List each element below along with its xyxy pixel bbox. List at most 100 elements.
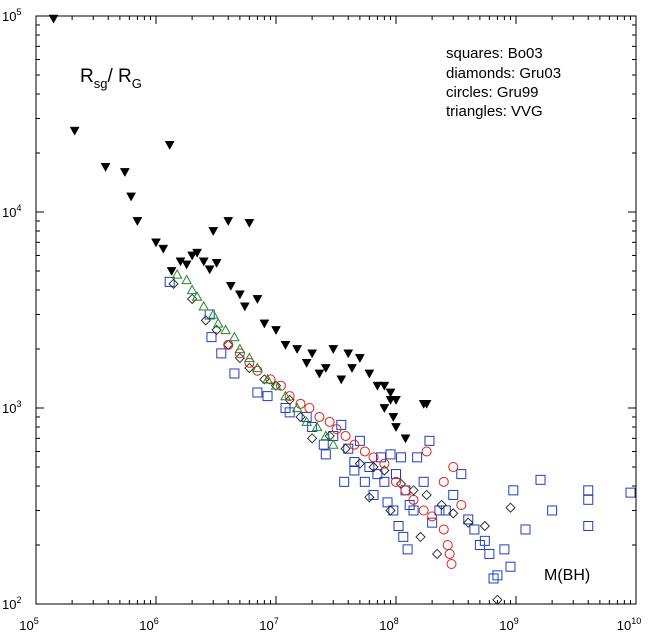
data-point-triangle-down	[48, 14, 59, 24]
data-point-triangle-down	[239, 302, 250, 312]
y-tick-label: 103	[2, 399, 21, 416]
data-point-circle	[456, 499, 467, 510]
data-point-triangle-down	[385, 388, 396, 398]
data-point-triangle-down	[187, 251, 198, 261]
data-point-triangle-down	[391, 423, 401, 433]
data-point-triangle-up	[171, 268, 183, 279]
y-axis-label-r2: R	[118, 66, 132, 87]
data-point-circle	[314, 411, 325, 422]
data-point-diamond	[284, 394, 295, 406]
data-point-diamond	[448, 508, 459, 519]
data-point-circle	[448, 462, 459, 473]
data-point-circle	[252, 365, 263, 376]
data-point-triangle-down	[320, 364, 331, 374]
data-point-triangle-down	[198, 257, 209, 267]
data-point-triangle-down	[223, 217, 234, 226]
data-point-square	[479, 535, 490, 546]
x-tick-label: 108	[379, 616, 398, 633]
data-point-triangle-down	[347, 364, 357, 374]
data-point-triangle-down	[336, 375, 347, 385]
data-point-circle	[304, 403, 315, 413]
data-point-circle	[418, 505, 429, 516]
data-point-square	[385, 449, 396, 460]
legend-line-diamonds: diamonds: Gru03	[446, 65, 561, 82]
data-point-circle	[421, 446, 432, 457]
data-point-square	[372, 469, 383, 480]
data-point-triangle-down	[328, 345, 339, 355]
data-point-circle	[427, 511, 438, 522]
data-point-triangle-up	[198, 300, 210, 311]
data-point-triangle-up	[291, 402, 303, 413]
data-point-triangle-up	[301, 416, 312, 426]
data-point-square	[388, 505, 399, 516]
legend: squares: Bo03 diamonds: Gru03 circles: G…	[446, 45, 561, 120]
data-point-triangle-down	[385, 396, 396, 405]
data-point-triangle-down	[280, 340, 291, 350]
data-point-triangle-down	[354, 354, 365, 363]
data-point-square	[424, 435, 435, 446]
y-axis-label-g: G	[132, 76, 142, 91]
data-point-square	[354, 435, 365, 446]
data-point-triangle-up	[234, 343, 246, 354]
data-point-square	[307, 421, 318, 432]
y-tick-label: 102	[2, 595, 21, 612]
data-point-square	[391, 469, 401, 480]
data-point-triangle-down	[234, 290, 245, 300]
data-point-triangle-down	[181, 260, 192, 270]
data-point-circle	[368, 452, 379, 463]
data-point-square	[402, 544, 413, 555]
data-point-diamond	[421, 489, 432, 501]
data-point-square	[492, 570, 503, 581]
data-point-square	[318, 439, 329, 450]
data-point-square	[448, 489, 459, 500]
data-point-diamond	[306, 433, 318, 444]
data-point-triangle-down	[244, 219, 255, 228]
data-point-square	[583, 521, 594, 532]
data-point-square	[343, 443, 354, 454]
data-point-square	[547, 505, 558, 516]
data-point-triangle-down	[372, 381, 383, 391]
data-point-square	[583, 494, 594, 505]
data-point-diamond	[385, 505, 396, 516]
data-point-square	[499, 544, 510, 555]
data-point-circle	[446, 558, 457, 569]
x-tick-label: 1010	[617, 616, 641, 633]
data-point-square	[488, 573, 499, 584]
data-point-square	[262, 391, 273, 402]
data-point-square	[339, 476, 350, 487]
y-axis-label-sg: sg	[94, 76, 108, 91]
data-point-square	[229, 368, 240, 379]
data-point-square	[376, 452, 387, 463]
data-point-diamond	[354, 458, 366, 469]
data-point-square	[408, 505, 419, 516]
data-point-diamond	[379, 465, 390, 476]
data-point-square	[469, 524, 480, 535]
data-point-triangle-down	[379, 381, 390, 391]
data-point-circle	[331, 424, 342, 435]
data-point-triangle-down	[208, 227, 219, 237]
y-axis-label-r: R	[80, 66, 94, 87]
data-point-square	[583, 485, 594, 496]
data-point-square	[535, 474, 546, 485]
data-point-square	[368, 489, 379, 500]
data-point-diamond	[340, 443, 351, 454]
data-point-square	[434, 505, 445, 516]
data-point-triangle-down	[132, 217, 143, 226]
data-point-triangle-down	[69, 126, 80, 136]
data-point-circle	[408, 494, 419, 505]
data-point-square	[412, 452, 423, 463]
data-point-circle	[444, 548, 455, 559]
data-point-triangle-down	[252, 295, 263, 304]
data-point-diamond	[436, 499, 447, 511]
data-point-triangle-down	[225, 281, 236, 291]
data-point-square	[440, 505, 451, 516]
data-point-triangle-down	[379, 404, 390, 414]
data-point-square	[349, 457, 360, 468]
data-point-square	[216, 348, 227, 359]
data-point-triangle-down	[400, 434, 411, 444]
x-tick-label: 106	[139, 616, 158, 633]
axis-ticks: 105 106 107 108 109 1010 102 103 104 105	[2, 7, 641, 633]
data-point-circle	[244, 357, 255, 368]
x-axis-label: M(BH)	[544, 567, 590, 584]
